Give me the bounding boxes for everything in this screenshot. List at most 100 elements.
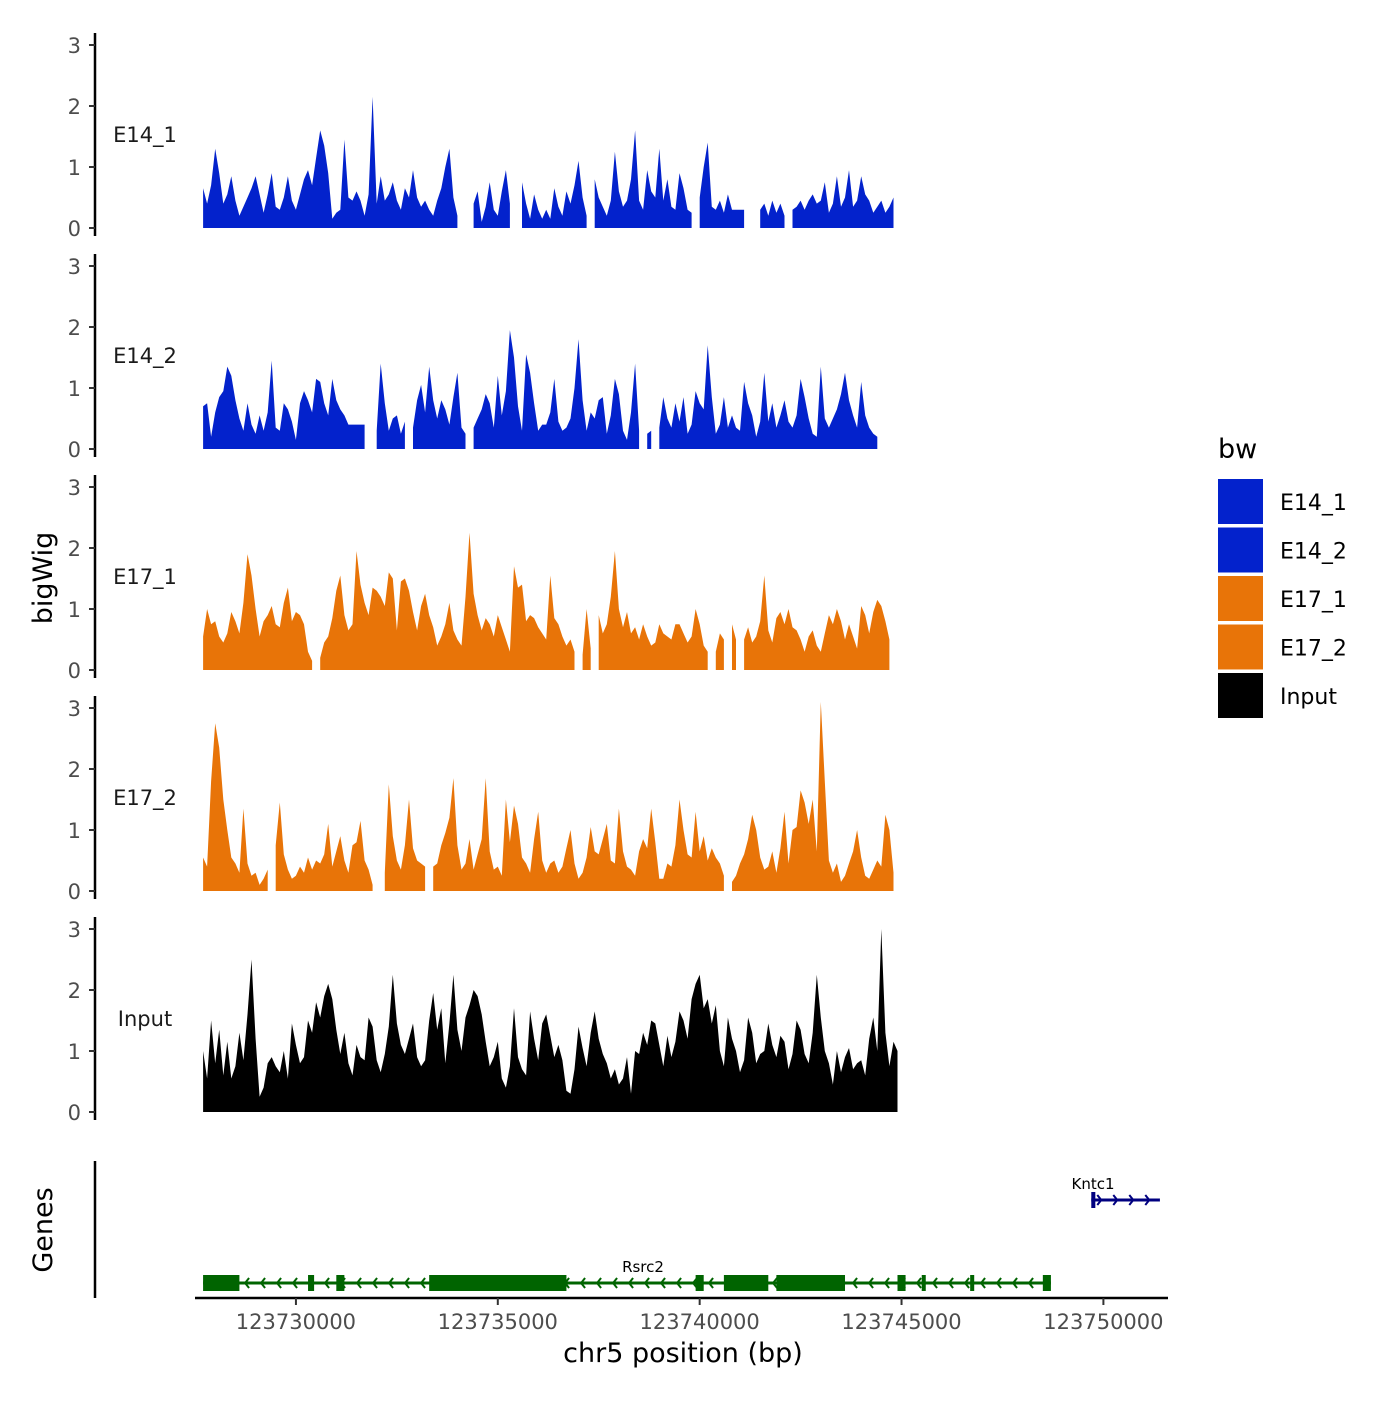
y-tick-label: 3	[68, 34, 81, 58]
gene-exon	[203, 1275, 240, 1291]
gene-exon	[776, 1275, 846, 1291]
y-tick-label: 0	[68, 438, 81, 462]
gene-exon	[336, 1275, 345, 1291]
strand-chevron	[1011, 1277, 1018, 1289]
y-tick-label: 0	[68, 880, 81, 904]
coverage-area	[792, 170, 894, 228]
strand-chevron	[291, 1277, 298, 1289]
coverage-area	[659, 345, 878, 449]
strand-chevron	[1144, 1194, 1151, 1206]
track-e14-1: 0 1 2 3 E14_1	[68, 33, 894, 241]
coverage-area	[732, 624, 736, 670]
legend-swatch	[1218, 527, 1263, 573]
track-label: E14_1	[113, 123, 177, 148]
strand-chevron	[355, 1277, 362, 1289]
track-label: E14_2	[113, 344, 177, 369]
strand-chevron	[579, 1277, 586, 1289]
strand-chevron	[1096, 1194, 1103, 1206]
legend-label: E17_2	[1280, 637, 1347, 662]
gene-exon	[897, 1275, 906, 1291]
legend-swatch	[1218, 624, 1263, 670]
y-tick-label: 1	[68, 819, 81, 843]
strand-chevron	[243, 1277, 250, 1289]
legend-title: bw	[1218, 434, 1257, 465]
strand-chevron	[979, 1277, 986, 1289]
gene-exon	[1091, 1192, 1096, 1208]
y-tick-label: 1	[68, 377, 81, 401]
y-tick-label: 3	[68, 476, 81, 500]
strand-chevron	[915, 1277, 922, 1289]
strand-chevron	[947, 1277, 954, 1289]
coverage-area	[732, 701, 894, 891]
genes-axis-title: Genes	[28, 1187, 59, 1272]
gene-label: Kntc1	[1071, 1175, 1114, 1193]
strand-chevron	[275, 1277, 282, 1289]
gene-exon	[695, 1275, 704, 1291]
coverage-area	[598, 551, 708, 670]
y-tick-label: 0	[68, 1101, 81, 1125]
legend-item-e14-1: E14_1	[1218, 479, 1347, 524]
coverage-area	[760, 200, 785, 228]
legend-swatch	[1218, 479, 1263, 524]
coverage-area	[433, 778, 724, 891]
strand-chevron	[1027, 1277, 1034, 1289]
x-axis-title: chr5 position (bp)	[563, 1338, 803, 1369]
gene-exon	[308, 1275, 315, 1291]
legend-label: E14_2	[1280, 540, 1347, 565]
strand-chevron	[387, 1277, 394, 1289]
strand-chevron	[675, 1277, 682, 1289]
strand-chevron	[323, 1277, 330, 1289]
gene-kntc1: Kntc1	[1071, 1175, 1160, 1208]
strand-chevron	[771, 1277, 778, 1289]
track-e17-1: 0 1 2 3 E17_1	[68, 475, 890, 683]
strand-chevron	[1128, 1194, 1135, 1206]
strand-chevron	[851, 1277, 858, 1289]
x-tick-label: 123745000	[841, 1310, 961, 1334]
strand-chevron	[659, 1277, 666, 1289]
track-label: E17_2	[113, 786, 177, 811]
gene-label: Rsrc2	[622, 1258, 664, 1276]
y-tick-label: 3	[68, 697, 81, 721]
gene-exon	[1042, 1275, 1051, 1291]
coverage-area	[413, 366, 466, 449]
y-tick-label: 1	[68, 156, 81, 180]
coverage-area	[522, 160, 587, 228]
strand-chevron	[995, 1277, 1002, 1289]
coverage-area	[203, 360, 365, 449]
gene-exon	[970, 1275, 975, 1291]
strand-chevron	[403, 1277, 410, 1289]
legend-swatch	[1218, 576, 1263, 621]
y-tick-label: 0	[68, 217, 81, 241]
track-e14-2: 0 1 2 3 E14_2	[68, 254, 878, 462]
y-axis-title: bigWig	[28, 532, 59, 625]
legend-swatch	[1218, 673, 1263, 718]
coverage-area	[594, 130, 692, 228]
coverage-area	[275, 802, 373, 891]
x-axis: 123730000 123735000 123740000 123745000 1237…	[195, 1296, 1168, 1334]
x-tick-label: 123730000	[236, 1310, 356, 1334]
strand-chevron	[595, 1277, 602, 1289]
legend-label: E17_1	[1280, 588, 1347, 613]
legend-item-input: Input	[1218, 673, 1337, 718]
coverage-area	[203, 96, 458, 228]
track-input: 0 1 2 3 Input	[68, 917, 898, 1125]
strand-chevron	[963, 1277, 970, 1289]
strand-chevron	[419, 1277, 426, 1289]
gene-exon	[921, 1275, 926, 1291]
coverage-area	[376, 363, 405, 449]
coverage-tracks: 0 1 2 3 E14_1 0 1 2 3 E14_2 0 1 2 3 E17_1 0 1 2 3 E17_2 0 1 2 3…	[68, 33, 898, 1125]
strand-chevron	[707, 1277, 714, 1289]
x-tick-label: 123750000	[1043, 1310, 1163, 1334]
strand-chevron	[1112, 1194, 1119, 1206]
coverage-area	[647, 430, 652, 449]
y-tick-label: 0	[68, 659, 81, 683]
strand-chevron	[259, 1277, 266, 1289]
y-tick-label: 2	[68, 537, 81, 561]
x-tick-label: 123735000	[438, 1310, 558, 1334]
y-tick-label: 1	[68, 1040, 81, 1064]
y-tick-label: 2	[68, 316, 81, 340]
coverage-area	[473, 330, 640, 449]
coverage-area	[715, 633, 724, 670]
x-tick-label: 123740000	[640, 1310, 760, 1334]
strand-chevron	[643, 1277, 650, 1289]
